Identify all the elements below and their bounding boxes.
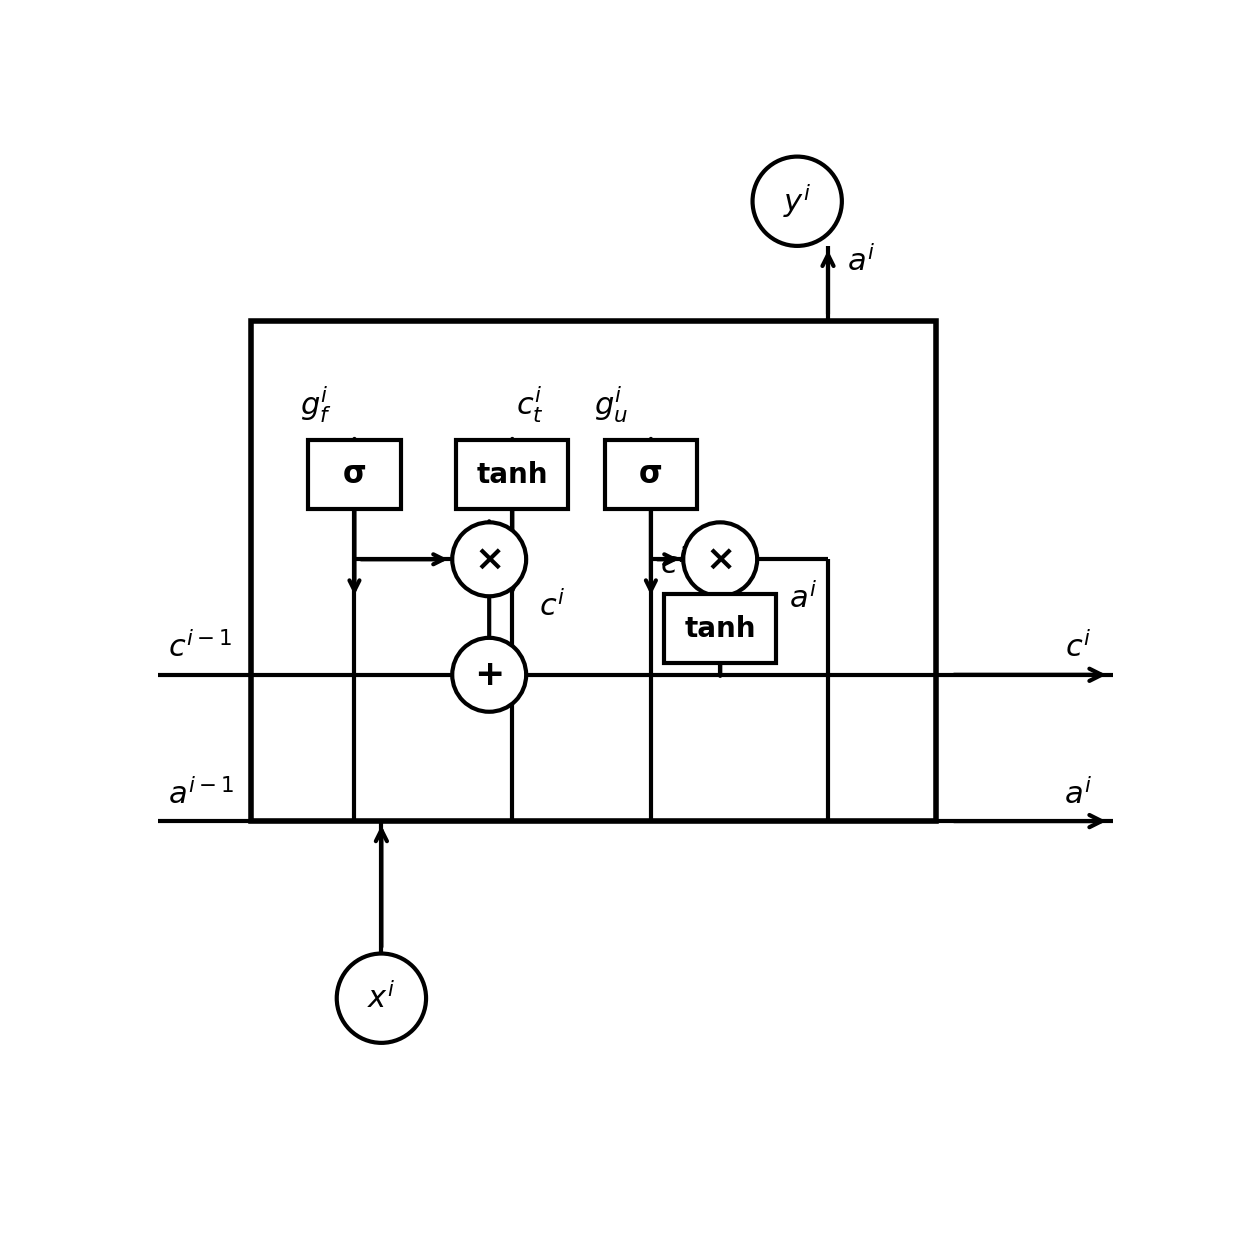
Text: $a^{i}$: $a^{i}$: [847, 244, 875, 277]
Text: $a^{i}$: $a^{i}$: [1064, 777, 1092, 809]
Text: $g_{f}^{i}$: $g_{f}^{i}$: [300, 384, 331, 425]
Circle shape: [683, 523, 758, 596]
Text: $a^{i}$: $a^{i}$: [789, 582, 816, 615]
Circle shape: [453, 638, 526, 712]
Text: $c^{i}$: $c^{i}$: [660, 548, 686, 580]
Bar: [250, 320, 936, 822]
Text: $y^{i}$: $y^{i}$: [784, 183, 811, 220]
Text: +: +: [474, 658, 505, 692]
Text: tanh: tanh: [476, 461, 548, 489]
Circle shape: [337, 954, 427, 1043]
Circle shape: [753, 156, 842, 246]
Bar: [309, 440, 401, 509]
Text: $g_{u}^{i}$: $g_{u}^{i}$: [594, 384, 627, 425]
Circle shape: [453, 523, 526, 596]
Bar: [665, 593, 776, 663]
Text: ×: ×: [474, 542, 505, 576]
Bar: [605, 440, 697, 509]
Text: ×: ×: [706, 542, 735, 576]
Text: $c^{i}$: $c^{i}$: [1065, 631, 1091, 663]
Text: σ: σ: [639, 460, 662, 489]
Text: tanh: tanh: [684, 615, 756, 643]
Text: $x^{i}$: $x^{i}$: [367, 983, 396, 1014]
Text: $a^{i-1}$: $a^{i-1}$: [167, 777, 233, 809]
Text: σ: σ: [342, 460, 366, 489]
Text: $c^{i-1}$: $c^{i-1}$: [169, 631, 232, 663]
Text: $c_{t}^{i}$: $c_{t}^{i}$: [516, 384, 544, 425]
Text: $c^{i}$: $c^{i}$: [539, 591, 565, 622]
Bar: [456, 440, 568, 509]
